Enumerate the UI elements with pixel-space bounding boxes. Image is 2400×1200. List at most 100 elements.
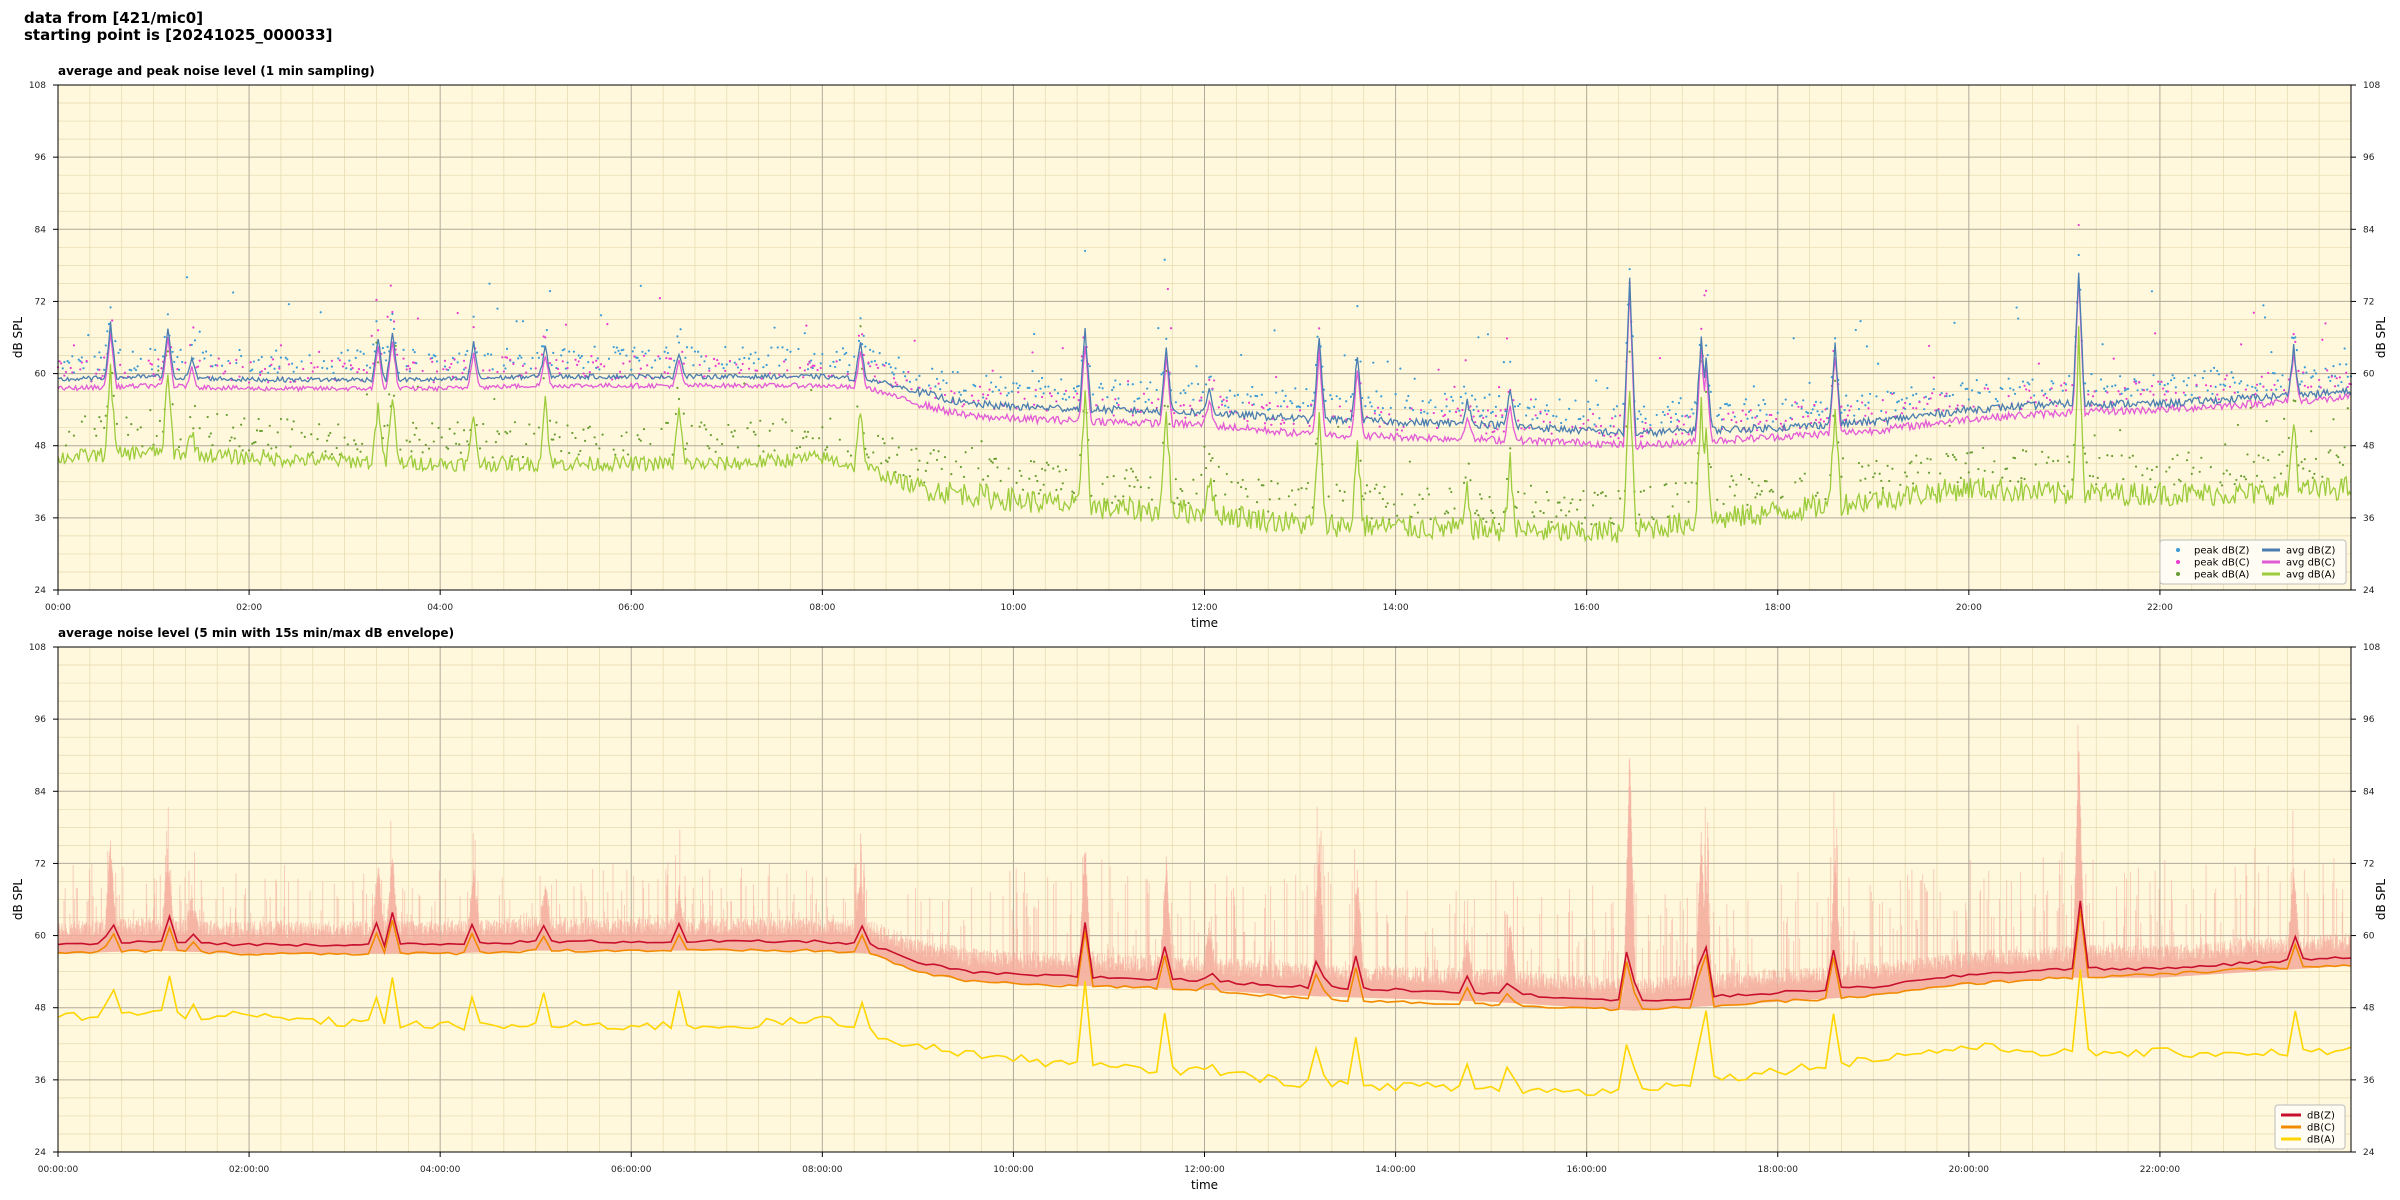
peak-z-point	[1119, 383, 1122, 386]
peak-a-point	[1746, 503, 1749, 506]
peak-a-point	[247, 449, 251, 452]
peak-c-point	[2028, 389, 2031, 392]
peak-z-point	[349, 368, 353, 371]
peak-c-point	[2149, 390, 2152, 393]
peak-z-point	[1138, 397, 1141, 400]
peak-a-point	[622, 449, 625, 452]
peak-a-point	[1255, 500, 1259, 504]
peak-z-point	[894, 367, 897, 370]
legend-box	[2159, 539, 2347, 585]
peak-c-point	[338, 359, 341, 362]
peak-z-point	[2152, 374, 2155, 377]
peak-z-point	[1225, 396, 1228, 399]
peak-a-point	[2311, 476, 2314, 479]
peak-z-point	[708, 367, 711, 370]
peak-a-point	[2240, 474, 2243, 478]
peak-a-point	[418, 438, 421, 441]
peak-a-point	[158, 419, 162, 423]
peak-a-point	[1072, 491, 1076, 495]
peak-a-point	[1173, 502, 1176, 505]
peak-a-point	[2154, 486, 2157, 489]
y-tick-label-right: 60	[2363, 370, 2375, 380]
peak-z-point	[2133, 378, 2136, 381]
peak-a-point	[1953, 456, 1956, 459]
peak-a-point	[1888, 479, 1891, 483]
peak-a-point	[1453, 507, 1456, 510]
peak-z-point	[1789, 416, 1792, 419]
peak-c-point	[2064, 389, 2068, 392]
peak-c-point	[1173, 412, 1176, 415]
peak-a-point	[1832, 414, 1835, 417]
peak-z-point	[1588, 408, 1591, 411]
peak-c-point	[119, 363, 122, 366]
peak-a-point	[413, 433, 416, 436]
peak-c-point	[1486, 409, 1490, 412]
peak-z-point	[149, 347, 152, 350]
peak-a-point	[445, 446, 448, 449]
peak-a-point	[838, 438, 841, 441]
peak-a-point	[2244, 478, 2248, 481]
peak-c-point	[72, 344, 76, 347]
peak-a-point	[1378, 492, 1381, 495]
peak-c-point	[646, 364, 649, 367]
peak-c-point	[421, 369, 424, 373]
peak-z-point	[959, 393, 962, 396]
peak-a-point	[2222, 472, 2225, 475]
peak-c-point	[85, 359, 88, 363]
peak-c-point	[1770, 413, 1773, 417]
peak-z-point	[881, 363, 884, 366]
peak-c-point	[2195, 383, 2198, 386]
peak-a-point	[1392, 503, 1396, 506]
peak-c-point	[1846, 414, 1849, 417]
peak-z-point	[747, 357, 751, 360]
peak-a-point	[1106, 475, 1109, 479]
peak-c-point	[2055, 404, 2058, 408]
peak-z-point	[1509, 360, 1512, 363]
peak-a-point	[752, 430, 755, 433]
peak-c-point	[1464, 359, 1467, 362]
peak-z-point	[872, 350, 875, 353]
peak-z-point	[131, 350, 134, 353]
peak-a-point	[329, 431, 332, 435]
peak-c-point	[365, 371, 369, 374]
peak-z-point	[1568, 407, 1571, 410]
peak-z-point	[2300, 380, 2303, 383]
peak-c-point	[2310, 385, 2313, 388]
peak-a-point	[2300, 460, 2303, 464]
peak-a-point	[238, 445, 241, 448]
peak-a-point	[1056, 465, 1060, 468]
peak-c-point	[712, 357, 716, 361]
peak-a-point	[454, 442, 458, 445]
peak-z-point	[332, 371, 335, 374]
peak-a-point	[2045, 461, 2048, 464]
peak-z-point	[2031, 378, 2034, 381]
peak-z-point	[375, 320, 378, 323]
peak-z-point	[475, 351, 478, 354]
peak-z-point	[1423, 410, 1426, 413]
peak-a-point	[790, 429, 794, 432]
peak-a-point	[1416, 511, 1419, 514]
peak-c-point	[1260, 405, 1263, 408]
peak-a-point	[2225, 469, 2228, 472]
peak-c-point	[1482, 416, 1485, 420]
peak-z-point	[951, 370, 955, 374]
peak-c-point	[564, 323, 568, 326]
peak-a-point	[2278, 453, 2281, 456]
peak-a-point	[1875, 459, 1878, 463]
peak-a-point	[926, 461, 929, 464]
peak-z-point	[77, 358, 80, 361]
peak-c-point	[2319, 386, 2322, 389]
peak-a-point	[2111, 454, 2114, 458]
peak-z-point	[647, 349, 650, 352]
peak-a-point	[1359, 459, 1362, 462]
peak-a-point	[1260, 484, 1263, 487]
peak-a-point	[1052, 467, 1055, 470]
peak-a-point	[528, 423, 531, 426]
peak-a-point	[2020, 477, 2023, 480]
peak-z-point	[326, 367, 329, 370]
peak-z-point	[599, 314, 603, 317]
peak-a-point	[714, 450, 717, 453]
peak-c-point	[1225, 399, 1228, 402]
peak-z-point	[1464, 392, 1467, 395]
peak-a-point	[1497, 522, 1501, 526]
